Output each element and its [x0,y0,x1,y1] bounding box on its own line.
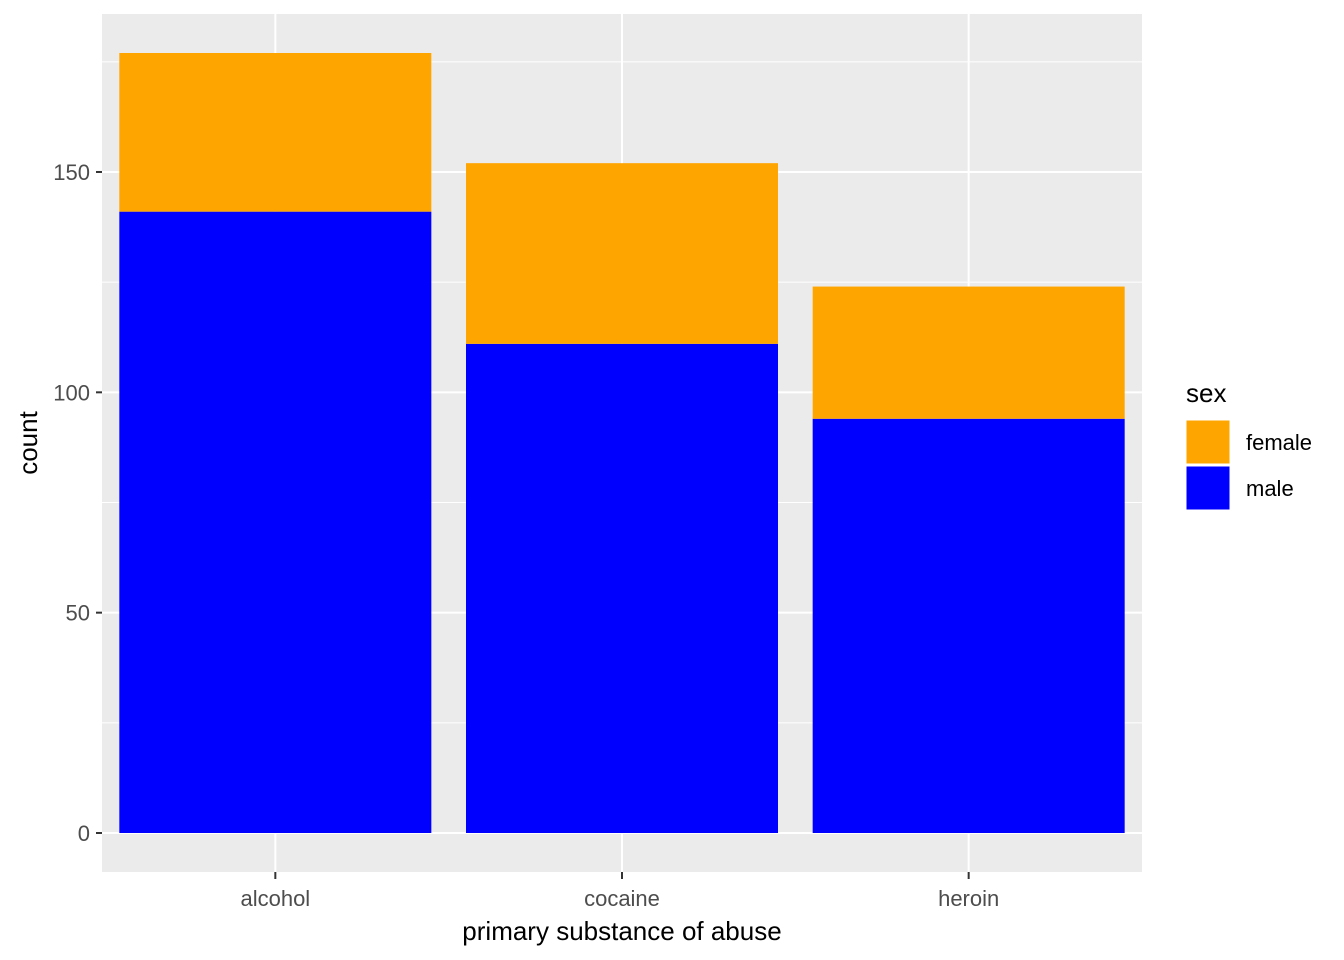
axes: 0 50 100 150 alcohol cocaine heroin [53,160,999,911]
legend-label: female [1246,430,1312,455]
x-axis-label: primary substance of abuse [462,916,781,946]
y-axis-label: count [13,410,43,474]
y-tick-label: 50 [66,601,90,626]
bars [119,53,1125,834]
legend-key-female [1185,419,1231,465]
x-tick-label: heroin [938,886,999,911]
bar-female-heroin [812,286,1125,419]
x-tick-label: alcohol [240,886,310,911]
bar-male-heroin [812,418,1125,833]
y-tick-label: 100 [53,380,90,405]
legend-title: sex [1186,378,1226,408]
y-tick-label: 0 [78,821,90,846]
bar-female-alcohol [119,53,432,212]
y-tick-label: 150 [53,160,90,185]
x-tick-label: cocaine [584,886,660,911]
legend-key-male [1185,465,1231,511]
legend: sex female male [1185,378,1312,511]
bar-male-cocaine [466,343,778,833]
legend-label: male [1246,476,1294,501]
bar-male-alcohol [119,211,432,834]
bar-female-cocaine [466,163,778,344]
